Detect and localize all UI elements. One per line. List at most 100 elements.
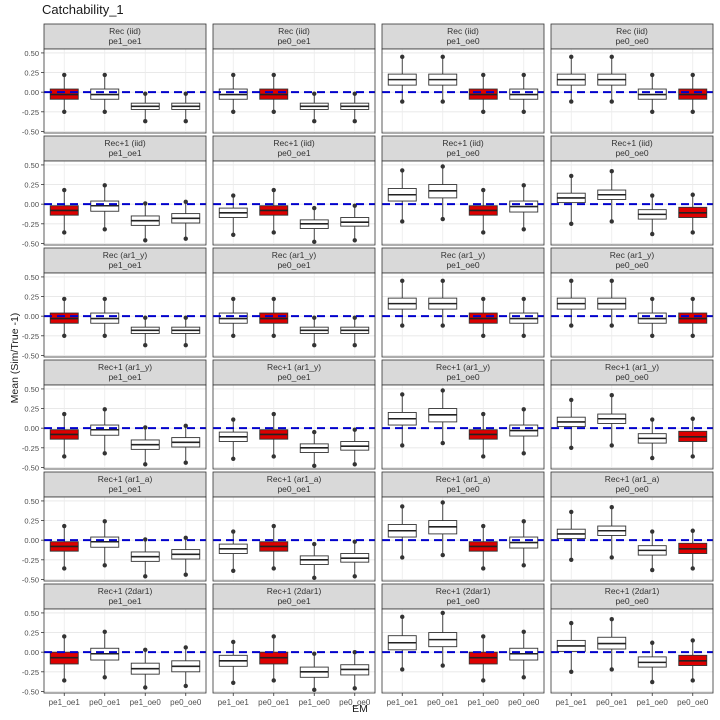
outlier-point xyxy=(690,416,695,421)
facet-strip xyxy=(43,23,207,50)
outlier-point xyxy=(352,427,357,432)
panel-border xyxy=(212,608,376,694)
facet-strip-label: Rec+1 (2dar1) xyxy=(267,586,322,596)
y-tick-label: 0.00 xyxy=(24,648,39,657)
outlier-point xyxy=(440,388,445,393)
facet-strip-label: Rec+1 (ar1_a) xyxy=(267,474,322,484)
y-tick-label: -0.25 xyxy=(22,108,39,117)
outlier-point xyxy=(690,678,695,683)
outlier-point xyxy=(231,232,236,237)
outlier-point xyxy=(312,343,317,348)
outlier-point xyxy=(609,505,614,510)
outlier-point xyxy=(690,192,695,197)
outlier-point xyxy=(231,333,236,339)
outlier-point xyxy=(569,509,574,515)
facet-strip xyxy=(43,247,207,274)
y-tick-label: 0.00 xyxy=(24,312,39,321)
outlier-point xyxy=(62,678,67,683)
outlier-point xyxy=(650,193,655,198)
outlier-point xyxy=(400,504,405,509)
outlier-point xyxy=(440,54,445,60)
outlier-point xyxy=(62,634,67,639)
panel-background xyxy=(213,609,375,693)
facet-strip xyxy=(381,23,545,50)
outlier-point xyxy=(690,528,695,533)
outlier-point xyxy=(440,610,445,616)
facet-strip-label: pe0_oe1 xyxy=(277,148,310,158)
outlier-point xyxy=(102,109,107,115)
y-tick-label: -0.25 xyxy=(22,332,39,341)
x-tick-label: pe0_oe0 xyxy=(339,698,371,707)
facet-strip-label: Rec (iid) xyxy=(278,26,310,36)
outlier-point xyxy=(352,343,357,348)
x-tick-label: pe1_oe1 xyxy=(49,698,81,707)
y-tick-label: -0.50 xyxy=(22,687,39,696)
outlier-point xyxy=(609,169,614,174)
outlier-point xyxy=(143,647,148,653)
outlier-point xyxy=(271,634,276,639)
outlier-point xyxy=(521,451,526,456)
outlier-point xyxy=(400,555,405,560)
outlier-point xyxy=(183,572,188,577)
outlier-point xyxy=(271,678,276,683)
facet-strip xyxy=(381,471,545,498)
outlier-point xyxy=(650,417,655,422)
outlier-point xyxy=(312,315,317,320)
outlier-point xyxy=(271,72,276,78)
outlier-point xyxy=(62,454,67,459)
outlier-point xyxy=(609,278,614,284)
outlier-point xyxy=(521,296,526,302)
panel-background xyxy=(213,161,375,245)
y-tick-label: 0.50 xyxy=(24,497,39,506)
outlier-point xyxy=(400,168,405,173)
outlier-point xyxy=(650,455,655,461)
panel-border xyxy=(43,496,207,582)
outlier-point xyxy=(102,333,107,339)
outlier-point xyxy=(102,227,107,232)
outlier-point xyxy=(231,72,236,78)
outlier-point xyxy=(231,529,236,534)
panel-border xyxy=(550,384,714,470)
outlier-point xyxy=(650,109,655,115)
outlier-point xyxy=(481,333,486,339)
outlier-point xyxy=(690,72,695,78)
y-tick-label: 0.50 xyxy=(24,273,39,282)
outlier-point xyxy=(231,456,236,461)
outlier-point xyxy=(271,333,276,339)
facet-strip-label: Rec (ar1_y) xyxy=(610,250,655,260)
outlier-point xyxy=(609,99,614,104)
outlier-point xyxy=(352,574,357,579)
outlier-point xyxy=(521,72,526,78)
panel-border xyxy=(550,496,714,582)
outlier-point xyxy=(62,566,67,571)
outlier-point xyxy=(609,617,614,622)
outlier-point xyxy=(569,669,574,675)
outlier-point xyxy=(400,392,405,397)
facet-strip-label: Rec+1 (iid) xyxy=(104,138,146,148)
outlier-point xyxy=(521,333,526,339)
outlier-point xyxy=(440,164,445,169)
x-tick-label: pe0_oe1 xyxy=(427,698,459,707)
outlier-point xyxy=(400,614,405,620)
y-tick-label: 0.50 xyxy=(24,609,39,618)
facet-strip xyxy=(43,471,207,498)
facet-strip-label: Rec (iid) xyxy=(616,26,648,36)
outlier-point xyxy=(312,687,317,693)
facet-strip-label: pe0_oe0 xyxy=(615,372,648,382)
outlier-point xyxy=(400,278,405,284)
outlier-point xyxy=(440,663,445,668)
outlier-point xyxy=(521,563,526,568)
facet-strip xyxy=(550,359,714,386)
y-tick-label: 0.00 xyxy=(24,536,39,545)
outlier-point xyxy=(352,238,357,243)
y-tick-label: 0.25 xyxy=(24,629,39,638)
outlier-point xyxy=(609,54,614,60)
outlier-point xyxy=(650,567,655,573)
outlier-point xyxy=(481,634,486,639)
y-tick-label: -0.25 xyxy=(22,444,39,453)
facet-strip xyxy=(550,23,714,50)
outlier-point xyxy=(271,296,276,302)
outlier-point xyxy=(271,411,276,417)
facet-strip-label: Rec+1 (iid) xyxy=(611,138,653,148)
